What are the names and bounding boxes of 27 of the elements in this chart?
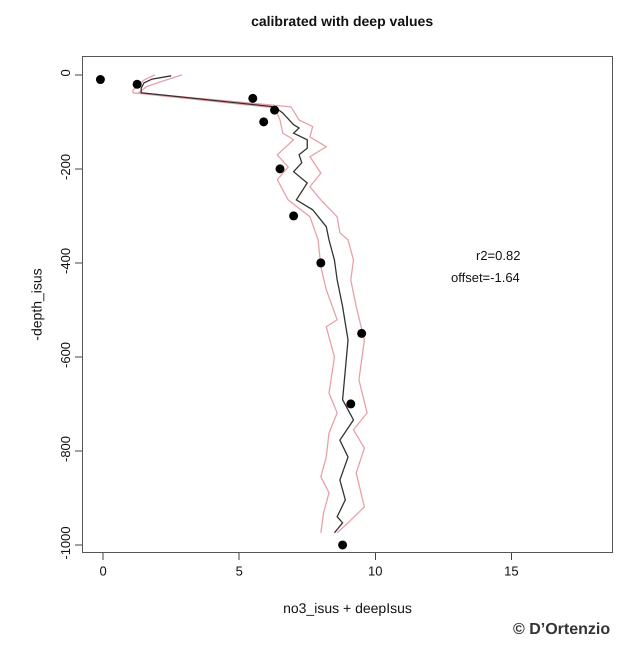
y-tick-label: -400 (58, 248, 73, 274)
y-tick-label: -200 (58, 154, 73, 180)
point (357, 328, 366, 338)
y-axis-title: -depth_isus (28, 268, 44, 341)
annotation: r2=0.82 (476, 248, 520, 263)
y-tick-label: -800 (58, 436, 73, 462)
x-tick-label: 5 (236, 564, 243, 579)
y-tick-label: -600 (58, 342, 73, 368)
point (270, 106, 280, 115)
point (346, 399, 356, 408)
annotation: offset=-1.64 (451, 270, 520, 285)
point (316, 258, 326, 268)
x-tick-label: 10 (368, 564, 382, 579)
text: © D’Ortenzio (513, 621, 610, 638)
y-tick-label: -1000 (58, 526, 73, 560)
point (248, 94, 258, 103)
x-tick-label: 0 (100, 564, 107, 579)
point (96, 75, 105, 84)
chart-title: calibrated with deep values (251, 12, 434, 29)
point (259, 117, 268, 126)
point (276, 164, 285, 174)
x-tick-label: 15 (504, 564, 519, 579)
x-axis-title: no3_isus + deepIsus (283, 600, 412, 616)
point (289, 211, 298, 220)
point (132, 80, 142, 89)
y-tick-label: 0 (58, 69, 73, 77)
point (338, 540, 348, 550)
